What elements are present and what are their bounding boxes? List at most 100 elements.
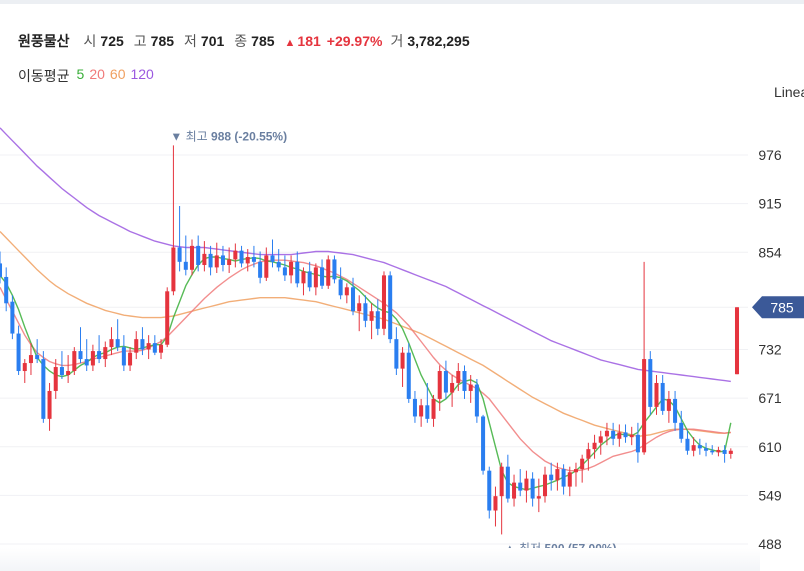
candle-body [214, 255, 219, 268]
candle-body [196, 245, 201, 266]
candle-body [227, 259, 232, 266]
candle-body [512, 482, 517, 499]
candle-body [326, 259, 331, 286]
candle-body [450, 382, 455, 393]
ma-60-label: 60 [109, 66, 126, 82]
candle-body [728, 450, 733, 454]
candle-body [97, 351, 102, 360]
candle-body [555, 469, 560, 481]
candle-body [363, 303, 368, 321]
open-value: 725 [100, 33, 124, 49]
candle-body [666, 398, 671, 411]
candle-body [202, 253, 207, 266]
candle-body [208, 253, 213, 268]
candle-body [289, 261, 294, 276]
change-value: 181 [297, 33, 321, 49]
candle-body [152, 343, 157, 353]
low-label: 저 [184, 33, 197, 49]
candle-body [567, 472, 572, 487]
y-tick-label: 488 [758, 536, 782, 552]
candle-body [617, 432, 622, 439]
candle-body [530, 478, 535, 499]
candle-body [28, 355, 33, 364]
candle-body [642, 359, 647, 453]
candle-body [369, 311, 374, 321]
candle-body [481, 416, 486, 471]
candle-body [0, 263, 3, 277]
candle-body [375, 311, 380, 329]
candle-body [332, 259, 337, 280]
candle-body [313, 267, 318, 288]
candle-body [78, 351, 83, 360]
current-price-label: 785 [770, 299, 794, 315]
candle-body [183, 261, 188, 270]
candle-body [406, 352, 411, 399]
volume-pane-edge [0, 548, 760, 571]
candle-body [295, 261, 300, 284]
candle-body [35, 355, 40, 360]
candle-body [419, 405, 424, 417]
candle-body [710, 450, 715, 453]
candle-body [357, 303, 362, 312]
ma-120-label: 120 [130, 66, 154, 82]
moving-average-title: 이동평균 [18, 68, 70, 84]
candle-body [171, 247, 176, 292]
ma-20-label: 20 [89, 66, 105, 82]
candle-body [53, 367, 58, 391]
stock-name: 원풍물산 [18, 33, 70, 49]
high-annotation: ▼ 최고 988 (-20.55%) [170, 129, 287, 143]
y-tick-label: 854 [758, 244, 782, 260]
scale-type-toggle[interactable]: Linear [770, 78, 804, 106]
candle-body [697, 445, 702, 449]
candle-body [165, 291, 170, 345]
candle-body [487, 470, 492, 511]
candle-body [604, 430, 609, 437]
scale-type-label: Linear [774, 84, 804, 100]
candle-body [580, 458, 585, 470]
candle-body [648, 359, 653, 407]
candle-body [344, 287, 349, 296]
candle-body [134, 339, 139, 353]
candle-body [542, 474, 548, 497]
candle-body [691, 445, 696, 451]
y-tick-label: 549 [758, 487, 782, 503]
current-price-tag [752, 296, 804, 319]
moving-average-legend[interactable]: 이동평균 5 20 60 120 [18, 66, 154, 86]
candle-body [301, 271, 306, 284]
candle-body [536, 496, 541, 499]
candle-body [660, 382, 665, 411]
y-tick-label: 976 [758, 147, 782, 163]
candle-body [103, 347, 108, 360]
y-tick-label: 915 [758, 196, 782, 212]
candle-body [611, 430, 616, 439]
candle-body [400, 352, 405, 369]
candle-body [722, 449, 727, 454]
candle-body [443, 371, 448, 393]
candle-body [115, 339, 120, 348]
candle-body [704, 448, 709, 451]
candle-body [592, 442, 597, 450]
ma-20-line [0, 259, 731, 472]
close-value: 785 [251, 33, 275, 49]
candle-body [437, 371, 442, 399]
ma-5-label: 5 [76, 66, 85, 82]
candle-body [320, 267, 325, 286]
candle-body [282, 267, 287, 276]
price-summary: 원풍물산 시 725 고 785 저 701 종 785 ▲ 181 +29.9… [18, 31, 480, 51]
candle-body [388, 275, 393, 340]
y-tick-label: 610 [758, 439, 782, 455]
candle-body [425, 405, 430, 419]
candle-body [716, 449, 721, 453]
candle-body [573, 469, 578, 473]
candle-body [679, 422, 684, 439]
candle-body [16, 333, 21, 372]
candle-body [276, 261, 281, 268]
up-triangle-icon: ▲ [284, 37, 296, 49]
candle-body [518, 482, 523, 491]
candle-body [66, 371, 71, 376]
candle-body [394, 339, 399, 369]
candle-body [734, 307, 740, 375]
candle-body [251, 257, 256, 262]
candle-body [549, 474, 554, 481]
